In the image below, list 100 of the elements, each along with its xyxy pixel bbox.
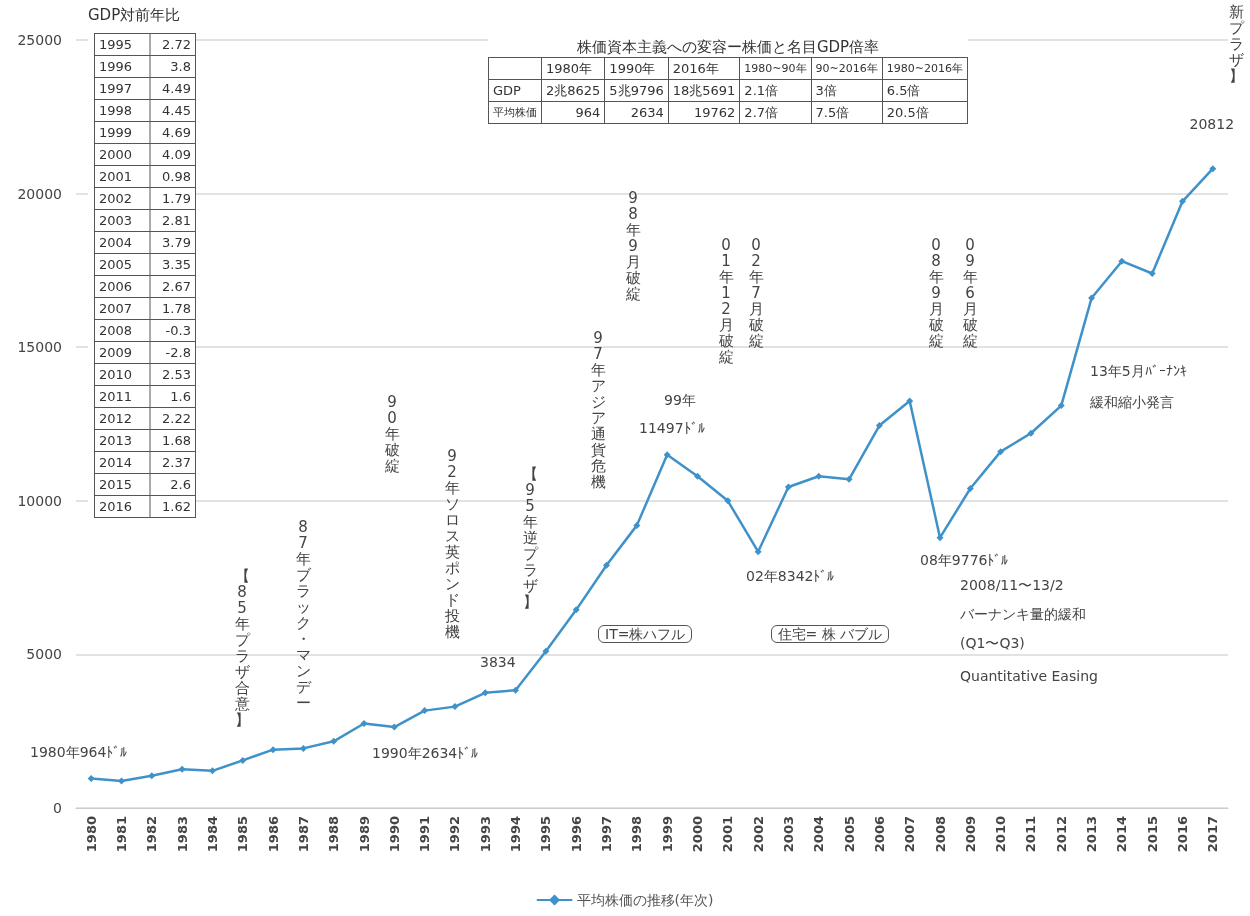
x-tick-label: 1987 — [295, 816, 311, 853]
annotation: 1980年 — [541, 57, 605, 80]
annotation: 2006 2.67 — [94, 275, 196, 298]
x-tick-label: 2008 — [932, 816, 948, 853]
annotation: 2015 2.6 — [94, 473, 196, 496]
point — [815, 472, 823, 480]
annotation: 1980年964ﾄﾞﾙ — [30, 744, 128, 761]
annotation: 2.7倍 — [739, 101, 812, 124]
annotation: 2.1倍 — [739, 79, 812, 102]
y-tick-label: 15000 — [17, 339, 62, 356]
point — [269, 746, 277, 754]
annotation: 1980~2016年 — [882, 57, 968, 80]
annotation: バーナンキ量的緩和 — [960, 606, 1086, 623]
x-tick-label: 1998 — [629, 816, 645, 853]
x-tick-label: 1990 — [386, 816, 402, 853]
annotation: 7.5倍 — [811, 101, 883, 124]
point — [1027, 429, 1035, 437]
point — [724, 497, 732, 505]
x-tick-label: 2016 — [1175, 816, 1191, 853]
annotation: GDP — [488, 79, 542, 102]
annotation: 1990年 — [604, 57, 669, 80]
point — [451, 703, 459, 711]
annotation: 2013 1.68 — [94, 429, 196, 452]
annotation: 2016 1.62 — [94, 495, 196, 518]
annotation: 01年12月破綻 — [717, 236, 735, 366]
x-tick-label: 2009 — [962, 816, 978, 853]
annotation: 90年破綻 — [383, 393, 401, 475]
annotation: 住宅= 株 バブル — [770, 625, 890, 644]
x-tick-label: 2006 — [871, 816, 887, 853]
point — [1118, 257, 1126, 265]
text: 株価資本主義への変容ー株価と名目GDP倍率 — [575, 38, 881, 57]
annotation: 2009 -2.8 — [94, 341, 196, 364]
annotation: 11497ﾄﾞﾙ — [639, 420, 705, 437]
annotation: 2005 3.35 — [94, 253, 196, 276]
annotation: 1980~90年 — [739, 57, 812, 80]
x-tick-label: 2000 — [689, 816, 705, 853]
x-tick-label: 1988 — [326, 816, 342, 853]
x-tick-label: 2011 — [1023, 816, 1039, 853]
point — [906, 397, 914, 405]
x-tick-label: 1983 — [174, 816, 190, 853]
y-tick-label: 25000 — [17, 32, 62, 48]
x-tick-label: 2010 — [993, 816, 1009, 853]
annotation: 2003 2.81 — [94, 209, 196, 232]
point — [875, 422, 883, 430]
y-tick-label: 20000 — [17, 185, 62, 202]
text: 新プラザ】 — [1227, 3, 1245, 85]
x-tick-label: 2005 — [841, 816, 857, 853]
x-tick-label: 2014 — [1114, 816, 1130, 853]
point — [1057, 402, 1065, 410]
x-tick-label: 1982 — [144, 816, 160, 853]
x-tick-label: 1991 — [417, 816, 433, 853]
text: GDP対前年比 — [88, 6, 182, 25]
point — [1088, 294, 1096, 302]
annotation: 2004 3.79 — [94, 231, 196, 254]
annotation: 1990年2634ﾄﾞﾙ — [372, 745, 479, 762]
point — [663, 451, 671, 459]
x-tick-label: 2012 — [1053, 816, 1069, 853]
annotation: 2016年 — [668, 57, 740, 80]
annotation: IT=株ハフル — [598, 625, 693, 644]
annotation: 平均株価 — [488, 101, 542, 124]
annotation: 18兆5691 — [668, 79, 740, 102]
x-tick-label: 1992 — [447, 816, 463, 853]
annotation: 90~2016年 — [811, 57, 883, 80]
annotation: 2001 0.98 — [94, 165, 196, 188]
annotation: 2012 2.22 — [94, 407, 196, 430]
point — [330, 737, 338, 745]
x-tick-label: 1989 — [356, 816, 372, 853]
point — [845, 475, 853, 483]
point — [208, 767, 216, 775]
point — [239, 756, 247, 764]
annotation: 2007 1.78 — [94, 297, 196, 320]
x-tick-label: 1999 — [659, 816, 675, 853]
point — [997, 448, 1005, 456]
annotation: 19762 — [668, 101, 740, 124]
annotation: 2002 1.79 — [94, 187, 196, 210]
annotation: 13年5月ﾊﾞｰﾅﾝｷ — [1090, 363, 1187, 380]
x-tick-label: 2003 — [780, 816, 796, 853]
point — [572, 606, 580, 614]
text: 87年ブラック・マンデー — [295, 518, 311, 712]
text: 97年アジア通貨危機 — [590, 329, 606, 491]
annotation: 3倍 — [811, 79, 883, 102]
annotation: 3834 — [480, 654, 516, 671]
y-tick-label: 10000 — [17, 492, 62, 509]
point — [299, 744, 307, 752]
x-tick-label: 2002 — [750, 816, 766, 853]
annotation: 09年6月破綻 — [961, 236, 979, 350]
point — [754, 548, 762, 556]
point — [1209, 165, 1217, 173]
annotation: 99年 — [664, 392, 696, 409]
x-tick-label: 1984 — [204, 816, 220, 853]
annotation: 1995 2.72 — [94, 33, 196, 56]
annotation: (Q1〜Q3) — [960, 635, 1025, 652]
annotation: 緩和縮小発言 — [1090, 394, 1174, 411]
point — [148, 772, 156, 780]
annotation: 20812 — [1189, 116, 1235, 133]
annotation: 5兆9796 — [604, 79, 669, 102]
x-tick-label: 2015 — [1144, 816, 1160, 853]
annotation: 2000 4.09 — [94, 143, 196, 166]
point — [360, 720, 368, 728]
point — [512, 686, 520, 694]
